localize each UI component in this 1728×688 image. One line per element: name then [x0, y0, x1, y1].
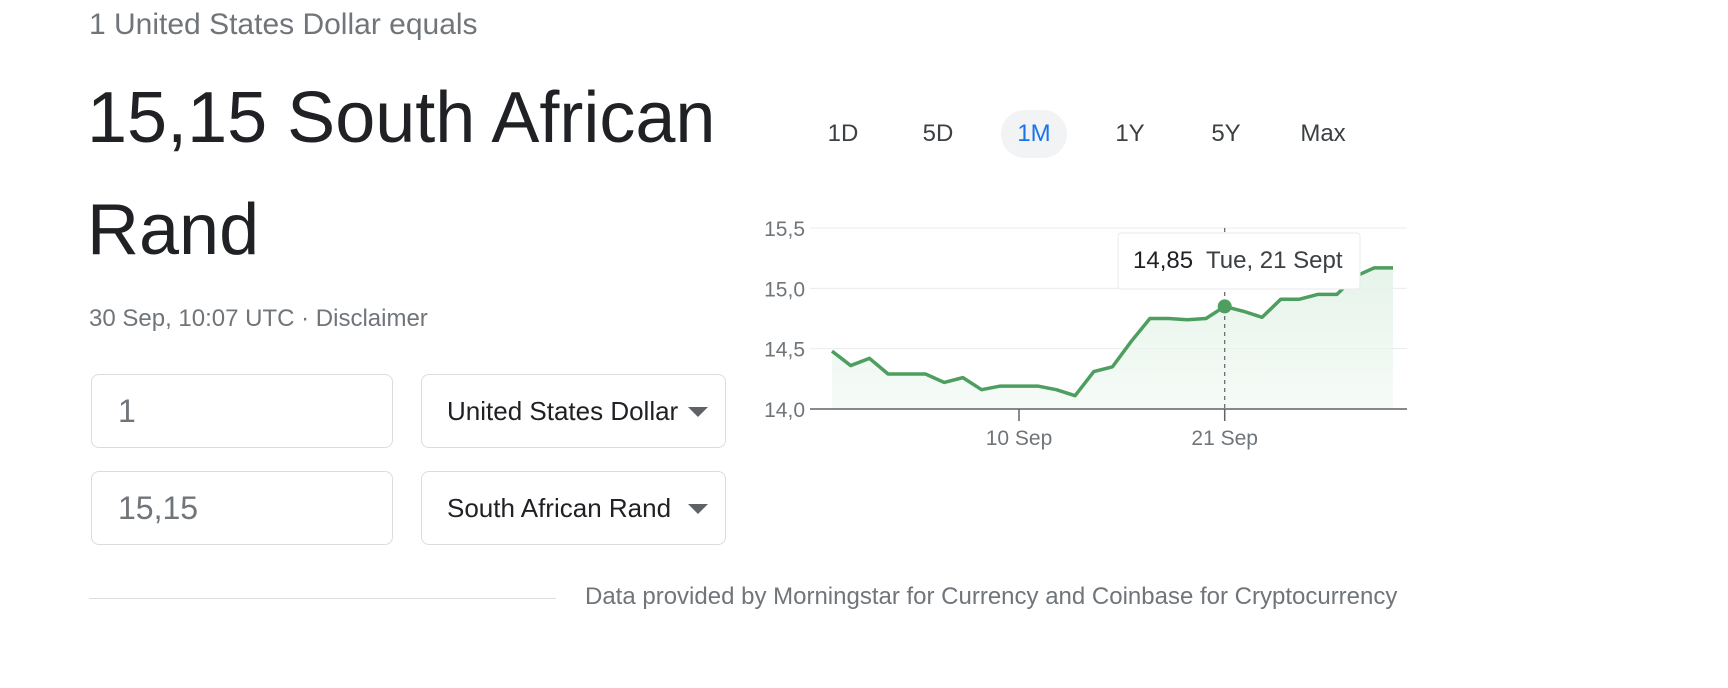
area-fill [832, 267, 1393, 409]
range-tab-1d[interactable]: 1D [827, 120, 859, 147]
x-tick-label: 10 Sep [986, 427, 1053, 450]
y-tick-label: 14,0 [764, 399, 805, 422]
from-amount-input[interactable] [91, 374, 393, 448]
series-line [830, 266, 1393, 398]
from-currency-select[interactable]: United States Dollar [421, 374, 726, 448]
tooltip-box [1117, 232, 1361, 290]
y-tick-label: 14,5 [764, 339, 805, 362]
x-tick-label: 21 Sep [1191, 427, 1258, 450]
to-amount-input[interactable] [91, 471, 393, 545]
y-tick-label: 15,5 [764, 218, 805, 241]
timestamp-line: 30 Sep, 10:07 UTC · Disclaimer [89, 305, 428, 333]
dropdown-arrow-icon [688, 504, 708, 514]
range-tab-5y[interactable]: 5Y [1211, 120, 1241, 147]
separator: · [294, 305, 316, 332]
equals-label: 1 United States Dollar equals [89, 8, 478, 41]
hover-point [1217, 299, 1232, 314]
disclaimer-link[interactable]: Disclaimer [315, 305, 428, 332]
timestamp: 30 Sep, 10:07 UTC [89, 305, 295, 332]
tooltip-date: Tue, 21 Sept [1206, 247, 1343, 274]
to-currency-label: South African Rand [447, 492, 672, 523]
tooltip-value: 14,85 [1133, 247, 1193, 274]
range-tab-1m[interactable]: 1M [1001, 110, 1067, 158]
converted-value-heading: 15,15 South African Rand [87, 78, 716, 270]
range-tab-5d[interactable]: 5D [922, 120, 954, 147]
to-currency-select[interactable]: South African Rand [421, 471, 726, 545]
data-attribution: Data provided by Morningstar for Currenc… [585, 583, 1398, 610]
from-currency-label: United States Dollar [447, 395, 679, 426]
range-tab-max[interactable]: Max [1300, 120, 1346, 147]
dropdown-arrow-icon [688, 407, 708, 417]
y-tick-label: 15,0 [764, 278, 805, 301]
divider [89, 598, 556, 599]
range-tab-1y[interactable]: 1Y [1115, 120, 1145, 147]
